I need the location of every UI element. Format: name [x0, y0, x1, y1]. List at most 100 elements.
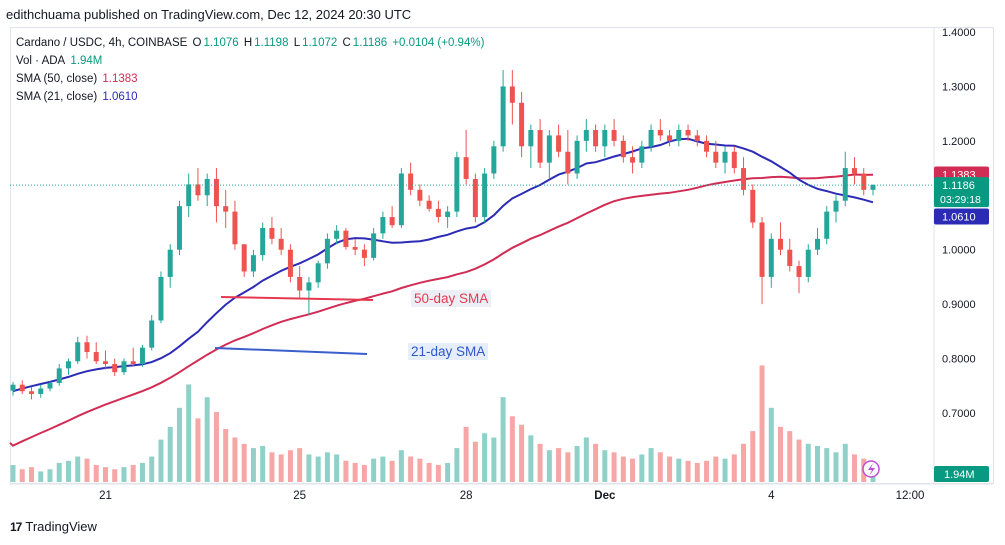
candle-body: [528, 129, 534, 147]
volume-bar: [445, 462, 451, 482]
candle-body: [602, 129, 608, 147]
y-tick-label: 1.3000: [942, 81, 976, 93]
volume-label-text: 1.94M: [944, 469, 975, 481]
candle-body: [343, 230, 349, 247]
open-value: 1.1076: [203, 37, 239, 49]
sma21-line: [12, 137, 874, 393]
y-tick-label: 0.8000: [942, 354, 976, 366]
candle-body: [833, 200, 839, 212]
y-tick-label: 0.9000: [942, 299, 976, 311]
volume-bar: [685, 460, 691, 482]
candle-body: [805, 249, 811, 277]
volume-bar: [306, 454, 312, 482]
candle-body: [19, 384, 25, 392]
candle-body: [667, 135, 673, 141]
change-value: +0.0104 (+0.94%): [392, 37, 485, 49]
volume-bar: [528, 435, 534, 482]
volume-bar: [158, 439, 164, 482]
volume-bar: [417, 458, 423, 482]
candle-body: [870, 184, 876, 190]
candle-body: [315, 263, 321, 283]
candle-body: [537, 129, 543, 163]
candle-body: [278, 238, 284, 250]
candle-body: [287, 249, 293, 277]
volume-bar: [28, 467, 34, 482]
candle-body: [176, 206, 182, 250]
volume-bar: [759, 365, 765, 482]
sma50-line: [9, 173, 874, 447]
sma50-label[interactable]: SMA (50, close): [16, 73, 98, 85]
candle-body: [815, 238, 821, 250]
candle-body: [158, 276, 164, 321]
volume-bar: [343, 460, 349, 482]
volume-bar: [232, 437, 238, 482]
last-price-text: 1.1186: [942, 180, 975, 192]
candle-body: [47, 383, 53, 389]
candle-body: [324, 238, 330, 264]
tradingview-footer[interactable]: 17 TradingView: [10, 519, 97, 534]
volume-bar: [602, 450, 608, 482]
volume-bar: [565, 452, 571, 482]
candle-body: [722, 151, 728, 163]
candle-body: [371, 233, 377, 258]
candle-body: [639, 146, 645, 163]
volume-bar: [731, 454, 737, 482]
volume-bar: [630, 458, 636, 482]
volume-bar: [472, 441, 478, 482]
volume-bar: [463, 426, 469, 482]
candle-body: [65, 361, 71, 369]
legend-row-symbol: Cardano / USDC, 4h, COINBASE O 1.1076 H 1.…: [16, 34, 486, 52]
symbol-label[interactable]: Cardano / USDC, 4h, COINBASE: [16, 37, 188, 49]
volume-bar: [787, 431, 793, 482]
volume-bar: [167, 426, 173, 482]
volume-bar: [398, 450, 404, 482]
volume-bar: [223, 429, 229, 482]
volume-bar: [454, 448, 460, 482]
candle-body: [121, 361, 127, 373]
tradingview-logo-icon: 17: [10, 519, 22, 534]
low-label: L: [293, 37, 301, 49]
candle-body: [796, 266, 802, 277]
candle-body: [648, 129, 654, 147]
candle-body: [565, 151, 571, 174]
volume-bar: [509, 416, 515, 482]
volume-bar: [611, 452, 617, 482]
volume-bar: [778, 426, 784, 482]
x-tick-label: 12:00: [896, 490, 925, 502]
volume-bar: [130, 465, 136, 482]
sma21-value: 1.0610: [102, 91, 138, 103]
candle-body: [28, 391, 34, 394]
volume-bar: [287, 450, 293, 482]
x-tick-label: 25: [293, 490, 306, 502]
volume-bar: [657, 452, 663, 482]
candle-body: [704, 140, 710, 152]
brand-label: TradingView: [25, 519, 97, 534]
candle-body: [445, 211, 451, 218]
sma21-label[interactable]: SMA (21, close): [16, 91, 98, 103]
volume-bar: [324, 452, 330, 482]
candle-body: [435, 208, 441, 218]
candle-body: [491, 146, 497, 174]
candle-body: [306, 282, 312, 291]
volume-bar: [583, 437, 589, 482]
volume-bar: [334, 454, 340, 482]
candle-body: [186, 184, 192, 207]
volume-bar: [371, 458, 377, 482]
volume-bar: [93, 465, 99, 482]
candle-body: [546, 135, 552, 163]
candle-body: [861, 173, 867, 190]
candle-body: [84, 342, 90, 353]
candle-body: [417, 189, 423, 201]
volume-label[interactable]: Vol · ADA: [16, 55, 66, 67]
volume-bar: [500, 397, 506, 482]
volume-bar: [19, 469, 25, 482]
candle-body: [824, 211, 830, 239]
volume-bar: [546, 450, 552, 482]
candle-body: [593, 129, 599, 147]
candle-body: [768, 238, 774, 277]
candle-body: [778, 238, 784, 250]
volume-bar: [361, 465, 367, 482]
volume-bar: [519, 424, 525, 482]
volume-bar: [380, 456, 386, 482]
